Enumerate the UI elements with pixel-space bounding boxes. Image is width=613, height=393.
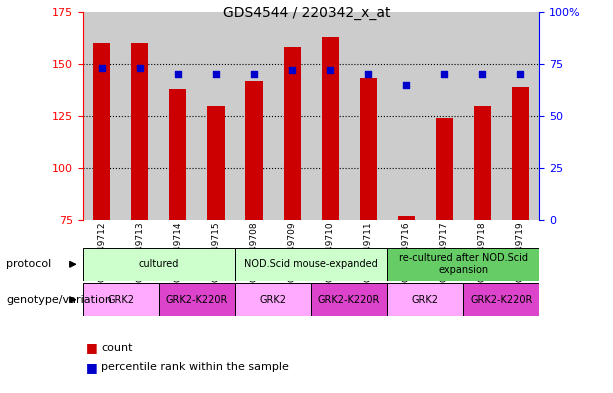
Bar	[245, 81, 262, 220]
Text: protocol: protocol	[6, 259, 51, 269]
Point	[516, 71, 525, 77]
Bar	[463, 283, 539, 316]
Bar	[169, 89, 186, 220]
Point	[364, 71, 373, 77]
Bar	[360, 79, 377, 220]
Text: re-cultured after NOD.Scid
expansion: re-cultured after NOD.Scid expansion	[399, 253, 528, 275]
Point	[97, 65, 107, 71]
Text: GDS4544 / 220342_x_at: GDS4544 / 220342_x_at	[223, 6, 390, 20]
Text: GRK2-K220R: GRK2-K220R	[318, 295, 380, 305]
Text: cultured: cultured	[139, 259, 179, 269]
Bar	[207, 105, 224, 220]
Text: ■: ■	[86, 361, 102, 374]
Bar	[387, 248, 539, 281]
Text: percentile rank within the sample: percentile rank within the sample	[101, 362, 289, 373]
Point	[478, 71, 487, 77]
Bar	[83, 248, 235, 281]
Bar	[311, 283, 387, 316]
Bar	[83, 283, 159, 316]
Text: GRK2-K220R: GRK2-K220R	[166, 295, 228, 305]
Bar	[159, 283, 235, 316]
Point	[440, 71, 449, 77]
Bar	[436, 118, 453, 220]
Text: GRK2: GRK2	[412, 295, 439, 305]
Bar	[235, 248, 387, 281]
Text: genotype/variation: genotype/variation	[6, 295, 112, 305]
Text: GRK2: GRK2	[107, 295, 134, 305]
Bar	[512, 87, 529, 220]
Point	[211, 71, 221, 77]
Text: NOD.Scid mouse-expanded: NOD.Scid mouse-expanded	[244, 259, 378, 269]
Text: GRK2-K220R: GRK2-K220R	[470, 295, 533, 305]
Point	[326, 67, 335, 73]
Point	[402, 82, 411, 88]
Point	[249, 71, 259, 77]
Bar	[93, 43, 110, 220]
Bar	[283, 47, 300, 220]
Bar	[131, 43, 148, 220]
Point	[135, 65, 145, 71]
Text: ■: ■	[86, 341, 102, 354]
Bar	[387, 283, 463, 316]
Point	[287, 67, 297, 73]
Point	[173, 71, 183, 77]
Bar	[322, 37, 339, 220]
Bar	[235, 283, 311, 316]
Bar	[474, 105, 491, 220]
Text: count: count	[101, 343, 132, 353]
Bar	[398, 216, 415, 220]
Text: GRK2: GRK2	[259, 295, 286, 305]
